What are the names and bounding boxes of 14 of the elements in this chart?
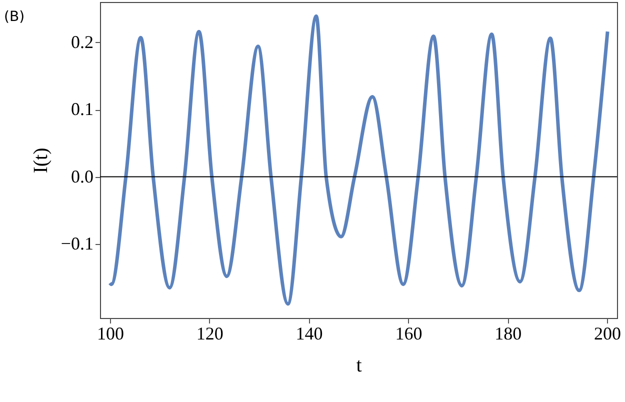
x-tick-label: 100: [96, 324, 124, 344]
line-series: [108, 14, 610, 306]
y-axis-title: I(t): [30, 148, 52, 174]
x-tick-label: 140: [296, 324, 323, 344]
x-axis-title: t: [356, 354, 362, 376]
text: (B): [4, 9, 25, 25]
x-tick-label: 160: [395, 324, 422, 344]
y-tick-label: −0.1: [60, 234, 94, 254]
x-tick-label: 180: [494, 324, 522, 344]
y-tick-label: 0.1: [71, 99, 94, 120]
x-tick-label: 120: [196, 324, 224, 344]
x-tick-label: 200: [594, 324, 622, 344]
y-tick-label: 0.0: [71, 166, 94, 186]
y-tick-label: 0.2: [71, 32, 94, 52]
